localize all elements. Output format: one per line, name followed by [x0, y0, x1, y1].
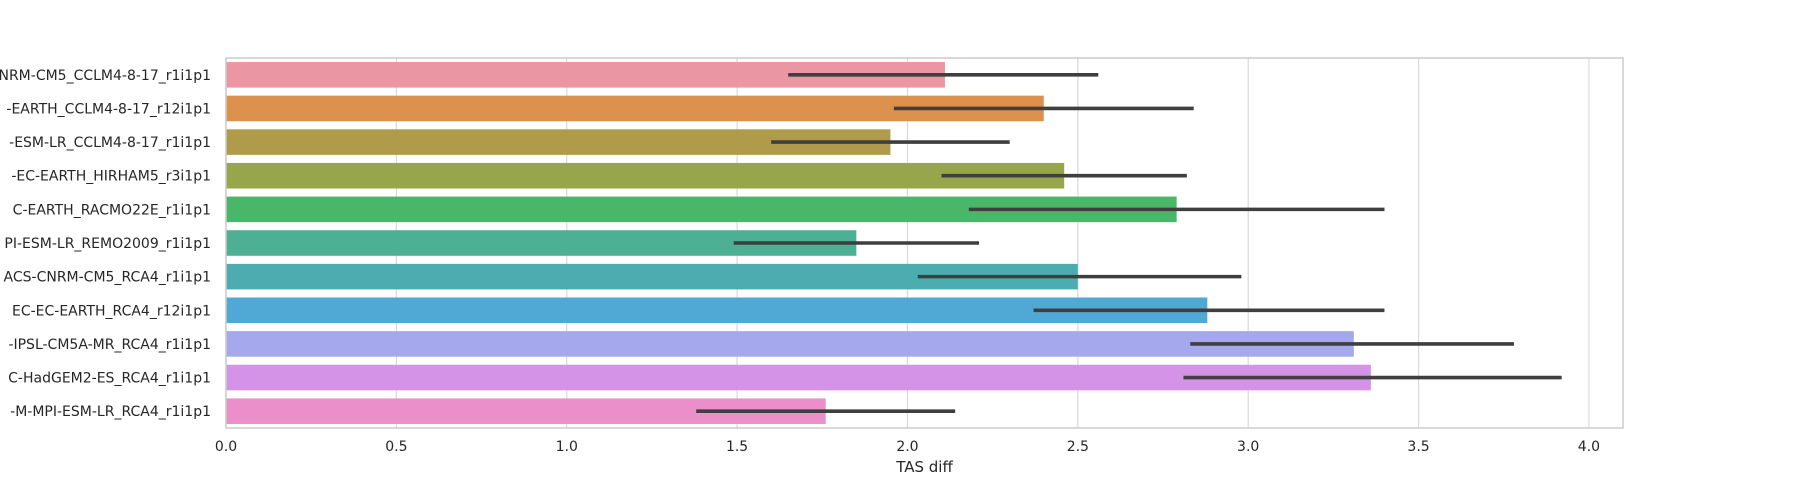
bars [226, 62, 1371, 424]
y-tick-label: PI-ESM-LR_REMO2009_r1i1p1 [4, 236, 211, 252]
y-tick-label: C-HadGEM2-ES_RCA4_r1i1p1 [8, 371, 211, 387]
x-tick-label: 1.5 [726, 439, 748, 455]
x-tick-labels: 0.0 0.5 1.0 1.5 2.0 2.5 3.0 3.5 4.0 [215, 439, 1600, 455]
y-tick-label: -EC-EARTH_HIRHAM5_r3i1p1 [11, 169, 211, 185]
x-tick-label: 4.0 [1578, 439, 1600, 455]
x-tick-label: 2.0 [896, 439, 918, 455]
y-tick-label: -ESM-LR_CCLM4-8-17_r1i1p1 [9, 135, 211, 151]
bar [226, 162, 1065, 189]
y-tick-label: -EARTH_CCLM4-8-17_r12i1p1 [6, 101, 211, 117]
y-tick-label: EC-EC-EARTH_RCA4_r12i1p1 [12, 303, 211, 319]
x-axis-label: TAS diff [895, 458, 953, 476]
plot-frame [225, 57, 1624, 429]
x-tick-label: 0.5 [385, 439, 407, 455]
y-tick-label: -IPSL-CM5A-MR_RCA4_r1i1p1 [8, 337, 211, 353]
error-bars [696, 73, 1562, 413]
x-tick-label: 3.0 [1237, 439, 1259, 455]
y-tick-labels: NRM-CM5_CCLM4-8-17_r1i1p1 -EARTH_CCLM4-8-… [0, 68, 211, 420]
y-tick-label: C-EARTH_RACMO22E_r1i1p1 [13, 202, 211, 218]
x-tick-label: 3.5 [1407, 439, 1429, 455]
y-tick-label: ACS-CNRM-CM5_RCA4_r1i1p1 [4, 270, 211, 286]
x-tick-label: 0.0 [215, 439, 237, 455]
x-tick-label: 2.5 [1067, 439, 1089, 455]
y-tick-label: NRM-CM5_CCLM4-8-17_r1i1p1 [0, 68, 211, 84]
x-tick-label: 1.0 [556, 439, 578, 455]
bar [226, 364, 1371, 391]
y-tick-label: -M-MPI-ESM-LR_RCA4_r1i1p1 [10, 404, 211, 420]
bar [226, 331, 1354, 357]
